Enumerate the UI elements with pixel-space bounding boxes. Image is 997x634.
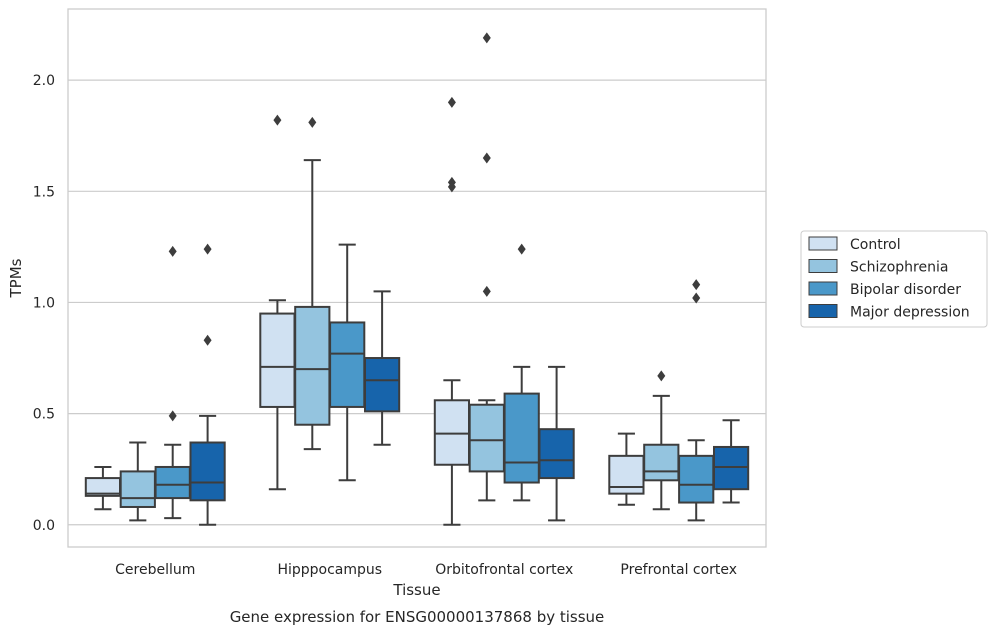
y-axis-label: TPMs	[7, 258, 25, 298]
box-iqr	[712, 445, 750, 491]
box-iqr	[329, 321, 366, 408]
legend-label: Bipolar disorder	[850, 282, 961, 298]
y-tick-label: 1.5	[33, 184, 55, 200]
legend-swatch	[808, 304, 838, 318]
outlier-point	[692, 292, 701, 304]
legend-label: Schizophrenia	[850, 260, 948, 276]
box-control	[608, 432, 645, 506]
box-control	[259, 114, 296, 491]
y-tick-label: 0.5	[33, 407, 55, 423]
legend-box	[800, 230, 988, 328]
legend-swatch	[808, 259, 838, 273]
box-iqr	[154, 465, 191, 500]
x-tick-label: Cerebellum	[115, 562, 195, 578]
box-iqr	[189, 441, 226, 502]
box-iqr	[433, 399, 471, 466]
legend-swatch	[808, 281, 838, 296]
box-schizophrenia	[643, 370, 680, 511]
y-tick-labels: 0.0 0.5 1.0 1.5 2.0	[33, 73, 55, 534]
x-tick-label: Orbitofrontal cortex	[435, 562, 573, 578]
box-iqr	[468, 403, 505, 473]
box-control	[84, 465, 122, 511]
legend-swatch	[808, 236, 838, 251]
box-major-depression	[189, 243, 226, 526]
box-iqr	[363, 357, 401, 413]
figure-caption: Gene expression for ENSG00000137868 by t…	[230, 608, 605, 626]
box-iqr	[538, 428, 575, 480]
box-iqr	[294, 305, 331, 426]
outlier-point	[273, 114, 282, 126]
box-iqr	[643, 443, 680, 482]
x-tick-label: Prefrontal cortex	[620, 562, 737, 578]
box-major-depression	[363, 290, 401, 446]
x-axis-label: Tissue	[392, 581, 440, 599]
outlier-point	[168, 410, 177, 422]
box-iqr	[119, 470, 156, 508]
box-schizophrenia	[468, 32, 505, 502]
box-bipolar-disorder	[154, 245, 191, 520]
box-schizophrenia	[119, 441, 156, 522]
outlier-point	[657, 370, 666, 382]
grid-lines	[68, 79, 766, 526]
box-schizophrenia	[294, 116, 331, 451]
box-iqr	[678, 454, 715, 504]
plot-frame	[67, 8, 767, 548]
legend-label: Control	[850, 237, 901, 253]
outlier-point	[517, 243, 526, 255]
outlier-point	[168, 245, 177, 257]
box-iqr	[503, 392, 540, 484]
outlier-point	[308, 116, 317, 128]
box-bipolar-disorder	[329, 243, 366, 482]
outlier-point	[482, 285, 491, 297]
outlier-point	[447, 181, 456, 193]
outlier-point	[447, 96, 456, 108]
x-tick-labels: Cerebellum Hipppocampus Orbitofrontal cort…	[115, 562, 737, 578]
y-tick-label: 0.0	[33, 518, 55, 534]
outlier-point	[692, 279, 701, 291]
box-iqr	[259, 312, 296, 408]
x-tick-label: Hipppocampus	[277, 562, 382, 578]
box-major-depression	[538, 365, 575, 522]
outlier-point	[203, 243, 212, 255]
box-bipolar-disorder	[503, 243, 540, 502]
outlier-point	[482, 32, 491, 44]
box-groups	[84, 32, 750, 526]
y-tick-label: 2.0	[33, 73, 55, 89]
outlier-point	[482, 152, 491, 164]
box-bipolar-disorder	[678, 279, 715, 522]
box-major-depression	[712, 419, 750, 504]
legend-label: Major depression	[850, 305, 970, 321]
box-control	[433, 96, 471, 526]
y-tick-label: 1.0	[33, 295, 55, 311]
legend: Control Schizophrenia Bipolar disorder Majo…	[800, 230, 988, 328]
box-iqr	[608, 454, 645, 495]
outlier-point	[203, 334, 212, 346]
